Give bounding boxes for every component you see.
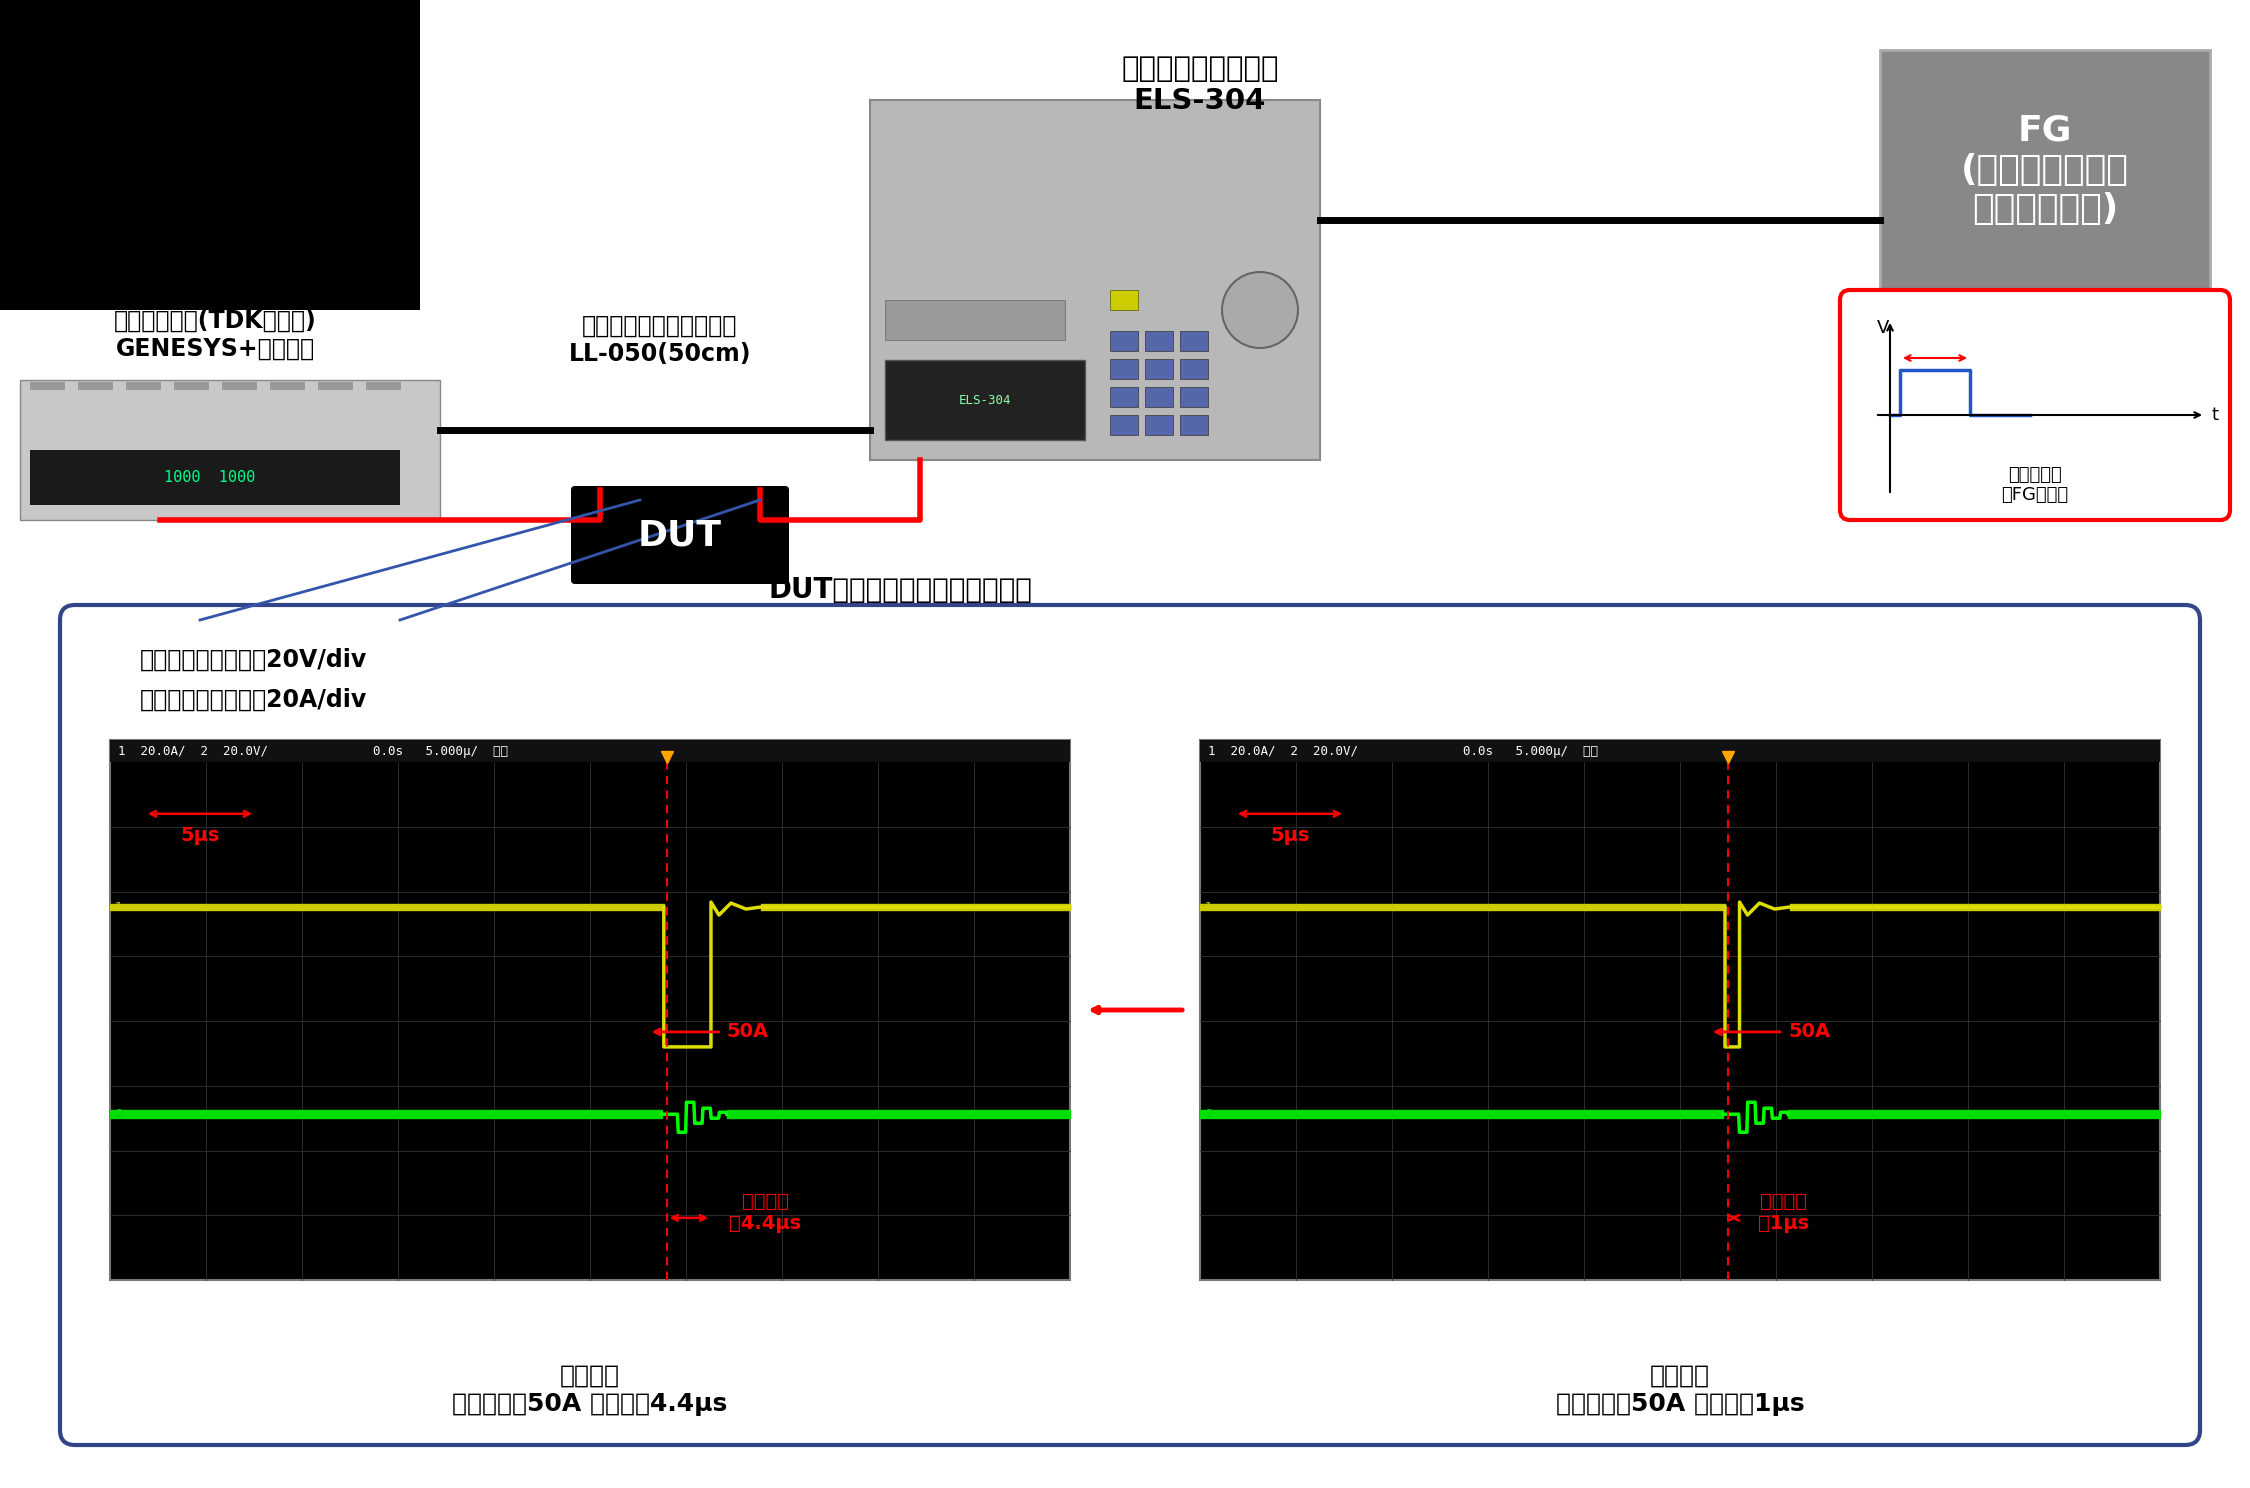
- Bar: [884, 360, 1084, 440]
- Text: 50A: 50A: [727, 1022, 770, 1042]
- Bar: [29, 382, 65, 390]
- Bar: [1145, 387, 1172, 408]
- Text: 5μs: 5μs: [1271, 826, 1309, 845]
- Bar: [884, 301, 1064, 339]
- Bar: [1109, 290, 1138, 310]
- Bar: [1179, 330, 1208, 351]
- Bar: [1199, 740, 2160, 1280]
- Bar: [173, 382, 209, 390]
- Text: 5μs: 5μs: [180, 826, 220, 845]
- Text: 電流波形
サージ電流50A パルス幅1μs: 電流波形 サージ電流50A パルス幅1μs: [1555, 1364, 1804, 1417]
- Bar: [1109, 387, 1138, 408]
- FancyBboxPatch shape: [61, 606, 2200, 1445]
- Bar: [223, 382, 256, 390]
- Bar: [0, 0, 421, 310]
- Text: 2: 2: [115, 1107, 124, 1120]
- Text: 1  20.0A/  2  20.0V/              0.0s   5.000μ/  自動: 1 20.0A/ 2 20.0V/ 0.0s 5.000μ/ 自動: [117, 744, 509, 757]
- Bar: [1145, 330, 1172, 351]
- Text: 超高速応答電子負荷
ELS-304: 超高速応答電子負荷 ELS-304: [1120, 55, 1278, 116]
- Text: 1  20.0A/  2  20.0V/              0.0s   5.000μ/  自動: 1 20.0A/ 2 20.0V/ 0.0s 5.000μ/ 自動: [1208, 744, 1597, 757]
- Text: 2: 2: [1206, 1107, 1213, 1120]
- Bar: [367, 382, 400, 390]
- Bar: [1179, 387, 1208, 408]
- Text: ELS-304: ELS-304: [958, 393, 1010, 406]
- Circle shape: [1222, 272, 1298, 348]
- Text: 1000  1000: 1000 1000: [164, 470, 256, 485]
- Bar: [1145, 359, 1172, 379]
- Text: t: t: [2212, 406, 2218, 424]
- Bar: [270, 382, 306, 390]
- Text: DUT: DUT: [639, 518, 722, 552]
- Bar: [1109, 330, 1138, 351]
- Text: パルス幅
約1μs: パルス幅 約1μs: [1757, 1192, 1809, 1234]
- Text: 可変直流電源(TDKラムダ)
GENESYS+シリーズ: 可変直流電源(TDKラムダ) GENESYS+シリーズ: [112, 310, 317, 362]
- FancyBboxPatch shape: [1881, 51, 2210, 290]
- Text: 1: 1: [115, 900, 124, 914]
- Bar: [79, 382, 113, 390]
- Text: 電流波形
サージ電流50A パルス幅4.4μs: 電流波形 サージ電流50A パルス幅4.4μs: [452, 1364, 727, 1417]
- Bar: [317, 382, 353, 390]
- Text: イエロー：電流波形20A/div: イエロー：電流波形20A/div: [140, 687, 367, 711]
- Text: V: V: [1876, 318, 1890, 336]
- Bar: [1179, 359, 1208, 379]
- Text: 1: 1: [1206, 900, 1213, 914]
- Text: パルス幅
約4.4μs: パルス幅 約4.4μs: [729, 1192, 801, 1234]
- Bar: [110, 740, 1071, 1280]
- Bar: [110, 740, 1071, 762]
- Bar: [29, 449, 400, 504]
- Text: パルス電圧
をFGで発生: パルス電圧 をFGで発生: [2002, 466, 2068, 504]
- Bar: [1145, 415, 1172, 434]
- Bar: [1179, 415, 1208, 434]
- Bar: [1199, 740, 2160, 762]
- FancyBboxPatch shape: [572, 487, 790, 583]
- Bar: [1109, 415, 1138, 434]
- Text: DUTへサージ電流の印加が可能: DUTへサージ電流の印加が可能: [767, 576, 1033, 604]
- Text: FG
(ファンクション
ジェネレータ): FG (ファンクション ジェネレータ): [1962, 113, 2128, 226]
- Text: 50A: 50A: [1789, 1022, 1829, 1042]
- Bar: [126, 382, 162, 390]
- Bar: [20, 379, 441, 519]
- Text: 低インダクタスケーブル
LL-050(50cm): 低インダクタスケーブル LL-050(50cm): [569, 314, 752, 366]
- Bar: [871, 100, 1321, 460]
- FancyBboxPatch shape: [1840, 290, 2230, 519]
- Bar: [1109, 359, 1138, 379]
- Text: グリーン：電圧波形20V/div: グリーン：電圧波形20V/div: [140, 647, 367, 673]
